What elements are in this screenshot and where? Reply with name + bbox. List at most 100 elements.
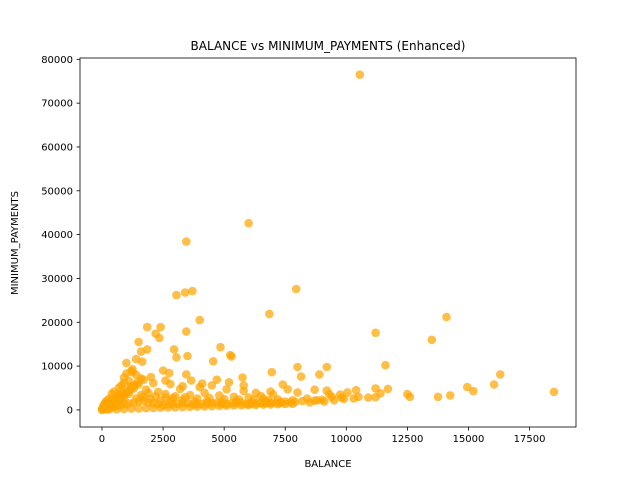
scatter-point: [134, 404, 143, 413]
scatter-point: [187, 376, 196, 385]
y-tick-label: 0: [67, 405, 73, 416]
scatter-point: [281, 400, 290, 409]
scatter-point: [181, 393, 190, 402]
x-tick-label: 5000: [211, 434, 236, 445]
scatter-point: [381, 361, 390, 370]
scatter-point: [225, 378, 234, 387]
y-tick-label: 20000: [41, 318, 73, 329]
scatter-point: [293, 388, 302, 397]
scatter-point: [406, 393, 415, 402]
scatter-point: [238, 373, 247, 382]
scatter-point: [169, 394, 178, 403]
scatter-point: [249, 396, 258, 405]
scatter-point: [188, 287, 197, 296]
x-tick-label: 15000: [453, 434, 485, 445]
x-tick-label: 0: [99, 434, 105, 445]
scatter-point: [265, 310, 274, 319]
scatter-point: [156, 403, 165, 412]
scatter-point: [165, 369, 174, 378]
scatter-point: [209, 357, 218, 366]
scatter-point: [268, 368, 277, 377]
scatter-point: [323, 363, 332, 372]
scatter-point: [151, 392, 160, 401]
scatter-point: [428, 336, 437, 345]
scatter-point: [293, 363, 302, 372]
scatter-point: [283, 385, 292, 394]
scatter-point: [181, 288, 190, 297]
y-tick-label: 60000: [41, 142, 73, 153]
scatter-point: [161, 376, 170, 385]
scatter-point: [195, 316, 204, 325]
scatter-point: [292, 285, 301, 294]
scatter-point: [469, 387, 478, 396]
y-tick-label: 40000: [41, 230, 73, 241]
y-tick-label: 30000: [41, 274, 73, 285]
scatter-point: [496, 370, 505, 379]
y-tick-label: 70000: [41, 99, 73, 110]
x-tick-label: 10000: [330, 434, 362, 445]
scatter-point: [208, 402, 217, 411]
scatter-point: [384, 385, 393, 394]
scatter-point: [143, 345, 152, 354]
scatter-point: [356, 70, 365, 79]
y-tick-label: 80000: [41, 55, 73, 66]
scatter-point: [434, 393, 443, 402]
scatter-point: [170, 345, 179, 354]
x-tick-label: 2500: [150, 434, 175, 445]
y-axis-label: MINIMUM_PAYMENTS: [10, 191, 21, 295]
scatter-point: [215, 402, 224, 411]
scatter-point: [550, 388, 559, 397]
scatter-point: [172, 291, 181, 300]
scatter-point: [144, 389, 153, 398]
x-tick-label: 7500: [273, 434, 298, 445]
scatter-point: [161, 393, 170, 402]
scatter-point: [137, 391, 146, 400]
scatter-point: [198, 379, 207, 388]
scatter-point: [323, 386, 332, 395]
scatter-point: [297, 372, 306, 381]
scatter-point: [354, 393, 363, 402]
scatter-point: [205, 394, 214, 403]
scatter-point: [315, 370, 324, 379]
scatter-point: [239, 381, 248, 390]
scatter-point: [142, 404, 151, 413]
scatter-point: [337, 393, 346, 402]
scatter-point: [143, 323, 152, 332]
scatter-point: [220, 395, 229, 404]
scatter-point: [134, 338, 143, 347]
scatter-point: [310, 396, 319, 405]
scatter-point: [288, 400, 297, 409]
y-tick-label: 50000: [41, 186, 73, 197]
scatter-point: [178, 403, 187, 412]
scatter-point: [244, 219, 253, 228]
x-tick-label: 12500: [392, 434, 424, 445]
scatter-point: [310, 385, 319, 394]
x-axis-label: BALANCE: [304, 459, 351, 470]
scatter-point: [183, 352, 192, 361]
y-tick-label: 10000: [41, 362, 73, 373]
scatter-point: [227, 352, 236, 361]
scatter-point: [178, 382, 187, 391]
scatter-point: [257, 392, 266, 401]
scatter-point: [371, 393, 380, 402]
scatter-point: [269, 390, 278, 399]
scatter-point: [320, 397, 329, 406]
scatter-point: [182, 237, 191, 246]
scatter-point: [155, 334, 164, 343]
scatter-point: [122, 369, 131, 378]
scatter-point: [364, 393, 373, 402]
scatter-point: [216, 343, 225, 352]
scatter-point: [446, 391, 455, 400]
scatter-point: [298, 397, 307, 406]
scatter-point: [490, 380, 499, 389]
scatter-point: [147, 373, 156, 382]
scatter-point: [213, 375, 222, 384]
scatter-point: [371, 329, 380, 338]
scatter-point: [193, 394, 202, 403]
x-tick-label: 17500: [514, 434, 546, 445]
scatter-point: [122, 359, 131, 368]
scatter-point: [235, 395, 244, 404]
scatter-point: [172, 353, 181, 362]
